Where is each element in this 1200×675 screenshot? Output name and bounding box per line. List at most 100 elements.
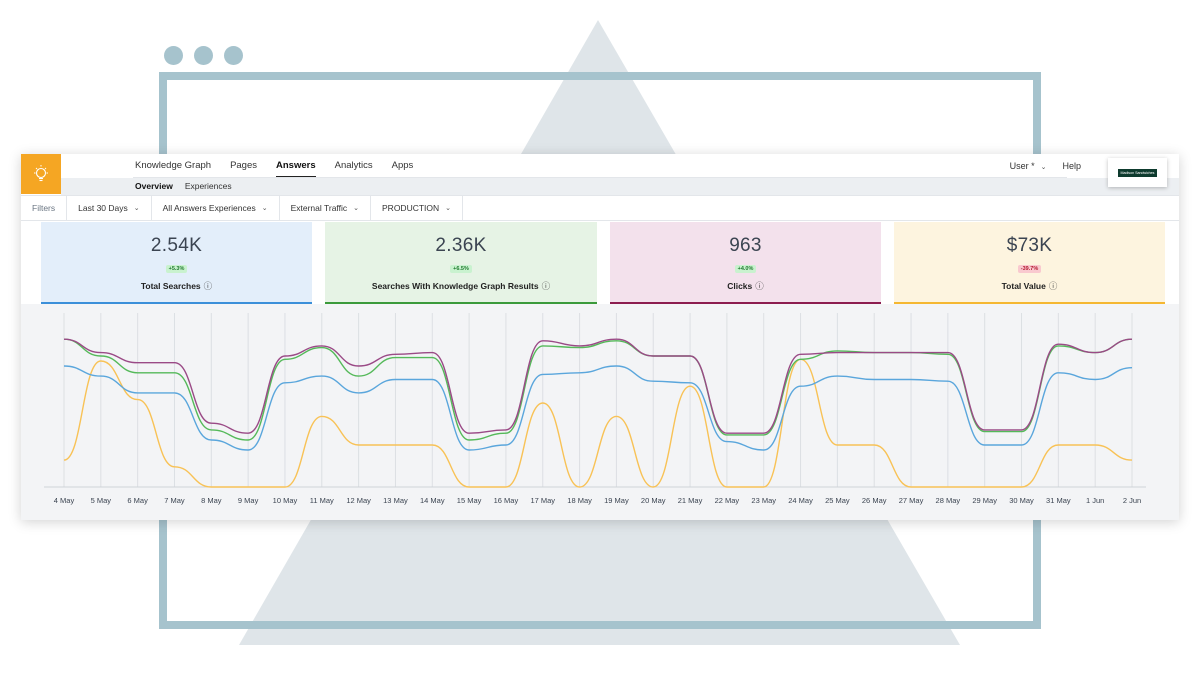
x-tick-label: 6 May [127, 496, 148, 505]
metric-accent-bar [325, 302, 597, 304]
filter-label: External Traffic [290, 203, 348, 213]
info-icon[interactable]: ⓘ [541, 281, 551, 291]
x-tick-label: 19 May [604, 496, 629, 505]
chevron-down-icon: ⌄ [1040, 164, 1047, 171]
x-tick-label: 30 May [1009, 496, 1034, 505]
metric-value: 963 [729, 235, 762, 256]
x-tick-label: 14 May [420, 496, 445, 505]
filter-experiences[interactable]: All Answers Experiences ⌄ [152, 196, 280, 220]
metric-accent-bar [41, 302, 312, 304]
series-line-2[interactable] [63, 365, 1133, 451]
x-tick-label: 27 May [899, 496, 924, 505]
x-tick-label: 22 May [715, 496, 740, 505]
metric-card-total-value[interactable]: $73K -39.7% Total Value ⓘ [894, 222, 1165, 304]
x-tick-label: 7 May [164, 496, 185, 505]
help-link[interactable]: Help [1062, 161, 1081, 171]
x-tick-label: 10 May [273, 496, 298, 505]
metric-label-row: Total Value ⓘ [894, 280, 1165, 292]
x-tick-label: 16 May [494, 496, 519, 505]
nav-tab-pages[interactable]: Pages [230, 160, 257, 171]
metric-label: Total Searches [140, 281, 201, 291]
chevron-down-icon: ⌄ [133, 205, 140, 212]
filter-environment[interactable]: PRODUCTION ⌄ [371, 196, 464, 220]
user-label: User * [1009, 161, 1035, 171]
subtab-overview[interactable]: Overview [135, 181, 173, 191]
x-tick-label: 9 May [238, 496, 259, 505]
metric-value: 2.36K [435, 235, 487, 256]
x-tick-label: 4 May [54, 496, 75, 505]
filter-bar: Filters Last 30 Days ⌄ All Answers Experi… [21, 195, 1179, 221]
info-icon[interactable]: ⓘ [755, 281, 764, 291]
info-icon[interactable]: ⓘ [1048, 281, 1058, 291]
series-line-1[interactable] [63, 338, 1133, 441]
chevron-down-icon: ⌄ [353, 205, 360, 212]
metric-card-total-searches[interactable]: 2.54K +5.3% Total Searches ⓘ [41, 222, 312, 304]
filter-traffic[interactable]: External Traffic ⌄ [280, 196, 372, 220]
metric-card-kg-searches[interactable]: 2.36K +6.5% Searches With Knowledge Grap… [325, 222, 597, 304]
metric-label: Searches With Knowledge Graph Results [371, 281, 539, 291]
app-window: Knowledge Graph Pages Answers Analytics … [21, 154, 1179, 520]
brand-switcher[interactable]: Madison Sandwiches [1108, 158, 1167, 187]
window-dot [164, 46, 183, 65]
x-tick-label: 20 May [641, 496, 666, 505]
chevron-down-icon: ⌄ [261, 205, 268, 212]
x-tick-label: 26 May [862, 496, 887, 505]
metric-card-clicks[interactable]: 963 +4.0% Clicks ⓘ [610, 222, 881, 304]
sub-nav: Overview Experiences [135, 181, 244, 191]
app-logo[interactable] [21, 154, 61, 194]
x-tick-label: 23 May [751, 496, 776, 505]
nav-tab-analytics[interactable]: Analytics [334, 160, 373, 171]
metric-change-badge: +6.5% [450, 265, 472, 273]
x-tick-label: 11 May [310, 496, 334, 505]
metric-accent-bar [610, 302, 881, 304]
subtab-experiences[interactable]: Experiences [184, 181, 232, 191]
x-tick-label: 8 May [201, 496, 222, 505]
filter-date-range[interactable]: Last 30 Days ⌄ [67, 196, 152, 220]
line-chart: 4 May 5 May 6 May 7 May 8 May 9 May 10 May 11 M… [44, 313, 1146, 505]
chevron-down-icon: ⌄ [445, 205, 452, 212]
info-icon[interactable]: ⓘ [203, 281, 213, 291]
x-tick-label: 13 May [383, 496, 408, 505]
metric-label-row: Total Searches ⓘ [41, 280, 312, 292]
nav-tab-knowledge-graph[interactable]: Knowledge Graph [135, 160, 212, 171]
window-dot [224, 46, 243, 65]
metric-change-badge: +4.0% [734, 265, 757, 273]
nav-tab-apps[interactable]: Apps [391, 160, 414, 171]
x-tick-label: 21 May [678, 496, 703, 505]
metric-label: Clicks [727, 281, 753, 291]
x-tick-label: 31 May [1046, 496, 1071, 505]
user-dropdown[interactable]: User * ⌄ [1010, 161, 1047, 171]
filter-label: Last 30 Days [78, 203, 128, 213]
main-nav: Knowledge Graph Pages Answers Analytics … [135, 160, 432, 178]
metric-accent-bar [894, 302, 1165, 304]
x-tick-label: 25 May [825, 496, 850, 505]
chart-panel: 4 May 5 May 6 May 7 May 8 May 9 May 10 May 11 M… [21, 304, 1179, 520]
metric-value: $73K [1006, 235, 1053, 256]
metric-label-row: Clicks ⓘ [610, 280, 881, 292]
lightbulb-icon [34, 165, 48, 182]
x-tick-label: 17 May [530, 496, 555, 505]
filter-label: All Answers Experiences [162, 203, 256, 213]
x-tick-label: 5 May [91, 496, 112, 505]
subnav-bar [61, 178, 1179, 195]
window-dot [194, 46, 213, 65]
nav-divider [133, 177, 1067, 178]
nav-tab-answers[interactable]: Answers [276, 160, 316, 178]
metric-label-row: Searches With Knowledge Graph Results ⓘ [325, 280, 597, 292]
x-tick-label: 24 May [788, 496, 813, 505]
x-tick-label: 15 May [457, 496, 482, 505]
filters-label: Filters [21, 196, 68, 220]
user-menu: User * ⌄ Help [1010, 161, 1081, 171]
x-tick-label: 28 May [936, 496, 961, 505]
brand-logo: Madison Sandwiches [1117, 168, 1158, 177]
series-line-0[interactable] [63, 338, 1133, 434]
x-tick-label: 1 Jun [1086, 496, 1104, 505]
series-line-3[interactable] [63, 358, 1133, 488]
x-tick-label: 12 May [346, 496, 371, 505]
metric-value: 2.54K [150, 235, 203, 256]
filter-label: PRODUCTION [382, 203, 440, 213]
metric-change-badge: -39.7% [1017, 265, 1042, 273]
x-tick-label: 29 May [972, 496, 997, 505]
metric-label: Total Value [1001, 281, 1046, 291]
